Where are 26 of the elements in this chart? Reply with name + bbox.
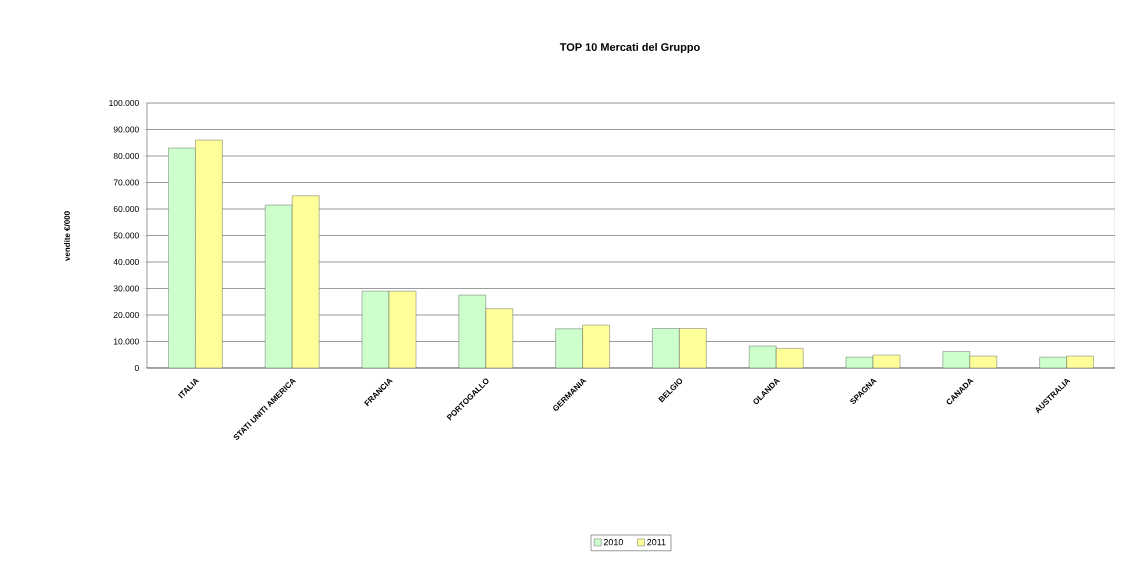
bar xyxy=(265,204,293,368)
y-tick-label: 100.000 xyxy=(109,100,139,106)
y-tick-label: 20.000 xyxy=(113,312,139,318)
y-tick-label: 40.000 xyxy=(113,259,139,265)
bar xyxy=(458,294,487,368)
y-tick-label: 30.000 xyxy=(113,285,139,292)
bar xyxy=(292,195,320,368)
y-tick-label: 90.000 xyxy=(113,126,139,133)
y-tick-label: 70.000 xyxy=(113,179,139,186)
y-tick-label: 50.000 xyxy=(113,232,139,239)
bar xyxy=(195,139,223,368)
bar xyxy=(388,290,417,368)
legend-label: 2010 xyxy=(603,539,623,546)
y-tick-label: 0 xyxy=(134,365,139,371)
bar xyxy=(652,328,680,368)
bar xyxy=(168,147,196,368)
bar xyxy=(582,324,610,368)
bar xyxy=(361,290,390,368)
legend-label: 2011 xyxy=(647,539,666,546)
y-tick-label: 80.000 xyxy=(113,153,139,159)
bar xyxy=(679,328,707,368)
y-tick-label: 60.000 xyxy=(113,206,139,212)
bar xyxy=(485,308,514,368)
y-tick-label: 10.000 xyxy=(113,338,139,345)
bar xyxy=(555,328,583,368)
chart-title: TOP 10 Mercati del Gruppo xyxy=(559,42,700,54)
